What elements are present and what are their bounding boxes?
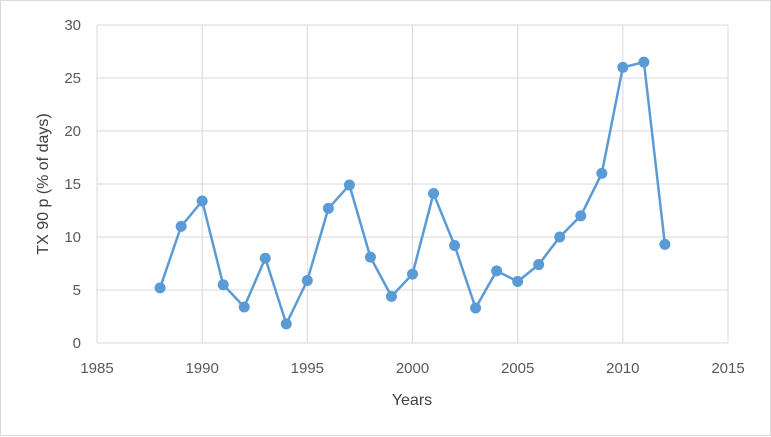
data-point (364, 251, 376, 263)
data-point (533, 259, 545, 271)
y-tick-label: 30 (64, 17, 81, 34)
data-point (238, 301, 250, 313)
x-tick-label: 1990 (185, 360, 218, 377)
data-point (638, 56, 650, 68)
x-tick-label: 2015 (711, 360, 744, 377)
data-point (175, 220, 187, 232)
data-point (407, 268, 418, 280)
data-point (554, 231, 566, 243)
data-point (512, 276, 524, 288)
x-tick-label: 2005 (501, 360, 534, 377)
y-tick-label: 15 (64, 176, 81, 193)
data-point (449, 239, 461, 251)
data-point (470, 302, 482, 314)
data-point (259, 252, 271, 264)
data-point (428, 188, 440, 200)
x-axis-title: Years (392, 392, 432, 409)
data-point (322, 202, 334, 214)
x-axis-tick-labels: 1985 1990 1995 2000 2005 2010 2015 (80, 360, 744, 377)
data-point (659, 238, 671, 250)
y-tick-label: 0 (73, 335, 81, 352)
data-point (385, 290, 397, 302)
data-point (343, 179, 355, 191)
x-tick-label: 1995 (291, 360, 324, 377)
x-tick-label: 2010 (606, 360, 639, 377)
y-axis-title: TX 90 p (% of days) (35, 113, 52, 254)
x-tick-label: 2000 (396, 360, 429, 377)
data-point (301, 274, 313, 286)
data-point (617, 61, 629, 73)
y-tick-label: 5 (73, 282, 81, 299)
y-tick-label: 10 (64, 229, 81, 246)
data-point (154, 282, 166, 294)
x-tick-label: 1985 (80, 360, 113, 377)
series-plot (154, 56, 671, 330)
data-point (491, 265, 503, 277)
data-point (217, 279, 229, 291)
data-point (196, 195, 208, 207)
data-point (280, 318, 292, 330)
y-tick-label: 20 (64, 123, 81, 140)
data-point (575, 210, 587, 222)
y-axis-tick-labels: 0 5 10 15 20 25 30 (64, 17, 81, 352)
gridlines (96, 24, 729, 344)
y-tick-label: 25 (64, 70, 81, 87)
data-point (596, 167, 608, 179)
